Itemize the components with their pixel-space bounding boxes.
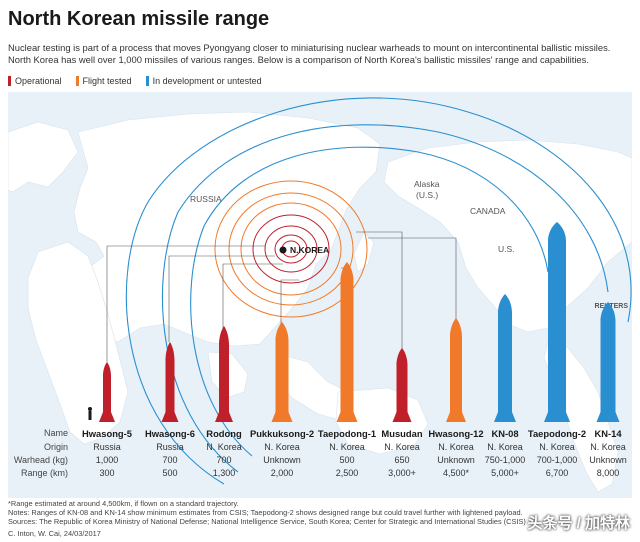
cell-warhead-1: 1,000 (95, 455, 119, 465)
cell-range-2: 500 (162, 468, 178, 478)
cell-origin-1: Russia (93, 442, 121, 452)
legend-operational: Operational (8, 76, 62, 86)
cell-warhead-9: 700-1,000 (536, 455, 578, 465)
cell-range-7: 4,500* (442, 468, 470, 478)
legend-swatch-in-development (145, 76, 149, 86)
cell-warhead-7: Unknown (437, 455, 475, 465)
cell-name-9: Taepodong-2 (527, 428, 587, 439)
missile-pukkuksong-2 (271, 322, 293, 422)
cell-origin-8: N. Korea (487, 442, 523, 452)
intro-line-1: Nuclear testing is part of a process tha… (8, 42, 611, 53)
intro-text: Nuclear testing is part of a process tha… (8, 42, 633, 66)
cell-warhead-6: 650 (394, 455, 410, 465)
cell-range-4: 2,000 (270, 468, 294, 478)
cell-warhead-3: 700 (216, 455, 232, 465)
cell-name-5: Taepodong-1 (317, 428, 377, 439)
missile-hwasong-12 (446, 318, 466, 422)
cell-name-8: KN-08 (491, 428, 519, 439)
cell-origin-10: N. Korea (590, 442, 626, 452)
missile-rodong (215, 326, 233, 422)
missile-hwasong-6 (161, 342, 179, 422)
legend-swatch-flight-tested (75, 76, 79, 86)
legend-label-flight-tested: Flight tested (82, 76, 132, 86)
stats-table: Name Origin Warhead (kg) Range (km) Hwas… (0, 424, 640, 480)
cell-warhead-10: Unknown (589, 455, 627, 465)
label-alaska: Alaska (414, 179, 440, 189)
nkorea-marker (279, 246, 287, 254)
legend-swatch-operational (8, 76, 11, 86)
label-alaska-sub: (U.S.) (416, 190, 438, 200)
cell-warhead-5: 500 (339, 455, 355, 465)
missile-hwasong-5 (99, 362, 115, 422)
cell-name-7: Hwasong-12 (428, 428, 484, 439)
page-title: North Korean missile range (8, 8, 270, 30)
footnote-line-2: Notes: Ranges of KN-08 and KN-14 show mi… (8, 508, 523, 517)
legend: Operational Flight tested In development… (8, 76, 262, 86)
row-label-origin: Origin (43, 442, 68, 452)
cell-origin-4: N. Korea (264, 442, 300, 452)
footnotes: *Range estimated at around 4,500km, if f… (8, 499, 633, 526)
cell-range-6: 3,000+ (388, 468, 416, 478)
cell-name-6: Musudan (381, 428, 423, 439)
cell-origin-3: N. Korea (206, 442, 242, 452)
range-rings-operational-tested (214, 180, 368, 318)
cell-name-1: Hwasong-5 (81, 428, 132, 439)
cell-name-4: Pukkuksong-2 (249, 428, 315, 439)
label-russia: RUSSIA (190, 194, 222, 204)
cell-range-8: 5,000+ (491, 468, 519, 478)
legend-label-in-development: In development or untested (152, 76, 262, 86)
cell-range-5: 2,500 (335, 468, 359, 478)
legend-in-development: In development or untested (145, 76, 262, 86)
label-us: U.S. (498, 244, 515, 254)
cell-name-10: KN-14 (594, 428, 622, 439)
missile-taepodong-2 (544, 222, 570, 422)
cell-name-2: Hwasong-6 (144, 428, 195, 439)
cell-warhead-4: Unknown (263, 455, 301, 465)
cell-origin-2: Russia (156, 442, 184, 452)
watermark: 头条号 / 加特林 (527, 515, 630, 532)
cell-range-10: 8,000 (596, 468, 620, 478)
cell-origin-9: N. Korea (539, 442, 575, 452)
human-scale-icon (88, 407, 92, 420)
cell-warhead-8: 750-1,000 (484, 455, 526, 465)
missiles-group (99, 222, 620, 422)
footnote-line-3: Sources: The Republic of Korea Ministry … (8, 517, 526, 526)
missile-taepodong-1 (336, 262, 358, 422)
legend-label-operational: Operational (15, 76, 62, 86)
cell-name-3: Rodong (206, 428, 242, 439)
label-nkorea: N.KOREA (290, 245, 329, 255)
missile-musudan (392, 348, 412, 422)
cell-range-3: 1,300 (212, 468, 236, 478)
missile-kn-14 (596, 302, 620, 422)
missile-kn-08 (494, 294, 516, 422)
cell-origin-7: N. Korea (438, 442, 474, 452)
intro-line-2: North Korea has well over 1,000 missiles… (8, 54, 589, 65)
cell-warhead-2: 700 (162, 455, 178, 465)
row-label-range: Range (km) (20, 468, 68, 478)
row-label-name: Name (43, 428, 68, 438)
label-canada: CANADA (470, 206, 506, 216)
cell-origin-5: N. Korea (329, 442, 365, 452)
footnote-line-1: *Range estimated at around 4,500km, if f… (8, 499, 239, 508)
cell-range-9: 6,700 (545, 468, 569, 478)
cell-origin-6: N. Korea (384, 442, 420, 452)
cell-range-1: 300 (99, 468, 115, 478)
row-label-warhead: Warhead (kg) (13, 455, 68, 465)
legend-flight-tested: Flight tested (75, 76, 132, 86)
credit: C. Inton, W. Cai, 24/03/2017 (8, 529, 101, 538)
